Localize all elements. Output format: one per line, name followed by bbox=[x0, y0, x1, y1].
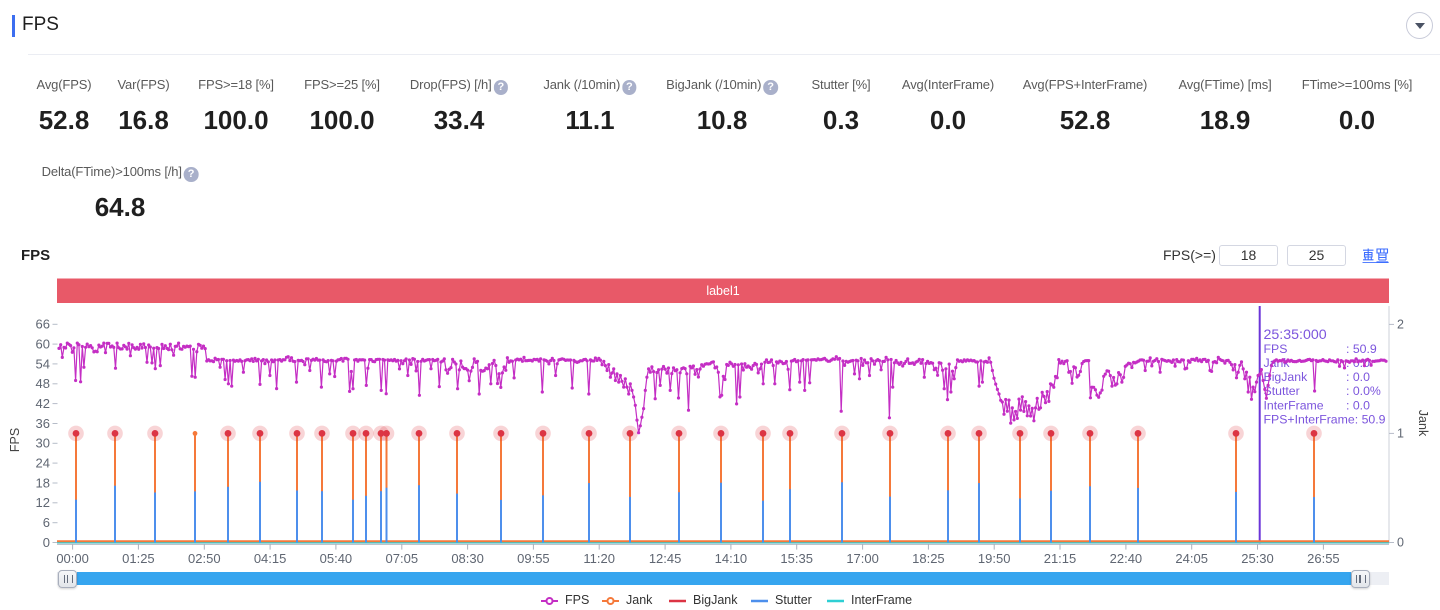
svg-text:InterFrame: InterFrame bbox=[1264, 398, 1324, 412]
svg-text:: 0.0: : 0.0 bbox=[1346, 370, 1370, 384]
svg-text:54: 54 bbox=[36, 356, 50, 371]
svg-text:BigJank: BigJank bbox=[1264, 370, 1309, 384]
svg-text:Jank: Jank bbox=[1416, 410, 1430, 437]
svg-text:60: 60 bbox=[36, 337, 50, 352]
svg-text:: 50.9: : 50.9 bbox=[1346, 342, 1377, 356]
svg-text:0: 0 bbox=[43, 535, 50, 550]
svg-text:label1: label1 bbox=[706, 284, 739, 298]
svg-text:25:35:000: 25:35:000 bbox=[1264, 327, 1327, 343]
svg-text:18:25: 18:25 bbox=[912, 551, 945, 566]
svg-text:48: 48 bbox=[36, 376, 50, 391]
svg-text:12:45: 12:45 bbox=[649, 551, 682, 566]
svg-text:2: 2 bbox=[1397, 318, 1404, 332]
svg-text:: 0.0: : 0.0 bbox=[1346, 398, 1370, 412]
svg-text:15:35: 15:35 bbox=[780, 551, 813, 566]
svg-text:21:15: 21:15 bbox=[1044, 551, 1077, 566]
svg-text:Stutter: Stutter bbox=[1264, 384, 1300, 398]
svg-text:09:55: 09:55 bbox=[517, 551, 550, 566]
svg-text:: 0.0%: : 0.0% bbox=[1346, 384, 1381, 398]
svg-text:17:00: 17:00 bbox=[846, 551, 879, 566]
svg-text:66: 66 bbox=[36, 317, 50, 332]
svg-text:08:30: 08:30 bbox=[451, 551, 484, 566]
svg-text:01:25: 01:25 bbox=[122, 551, 155, 566]
svg-text:42: 42 bbox=[36, 396, 50, 411]
svg-text:05:40: 05:40 bbox=[320, 551, 353, 566]
svg-text:36: 36 bbox=[36, 416, 50, 431]
svg-text:26:55: 26:55 bbox=[1307, 551, 1340, 566]
svg-text:FPS: FPS bbox=[1264, 342, 1288, 356]
svg-text:18: 18 bbox=[36, 475, 50, 490]
svg-text:22:40: 22:40 bbox=[1110, 551, 1143, 566]
svg-text:24: 24 bbox=[36, 456, 50, 471]
svg-text:07:05: 07:05 bbox=[386, 551, 419, 566]
svg-text:00:00: 00:00 bbox=[56, 551, 89, 566]
svg-text:19:50: 19:50 bbox=[978, 551, 1011, 566]
svg-text:12: 12 bbox=[36, 495, 50, 510]
svg-text:24:05: 24:05 bbox=[1175, 551, 1208, 566]
svg-text:04:15: 04:15 bbox=[254, 551, 287, 566]
svg-text:30: 30 bbox=[36, 436, 50, 451]
svg-text:6: 6 bbox=[43, 515, 50, 530]
svg-text:1: 1 bbox=[1397, 427, 1404, 441]
svg-text:14:10: 14:10 bbox=[715, 551, 748, 566]
svg-text:FPS: FPS bbox=[8, 428, 22, 452]
svg-text:11:20: 11:20 bbox=[583, 551, 615, 566]
svg-text:0: 0 bbox=[1397, 536, 1404, 550]
svg-text:25:30: 25:30 bbox=[1241, 551, 1274, 566]
svg-text:02:50: 02:50 bbox=[188, 551, 221, 566]
svg-text:FPS+InterFrame: 50.9: FPS+InterFrame: 50.9 bbox=[1264, 412, 1386, 426]
